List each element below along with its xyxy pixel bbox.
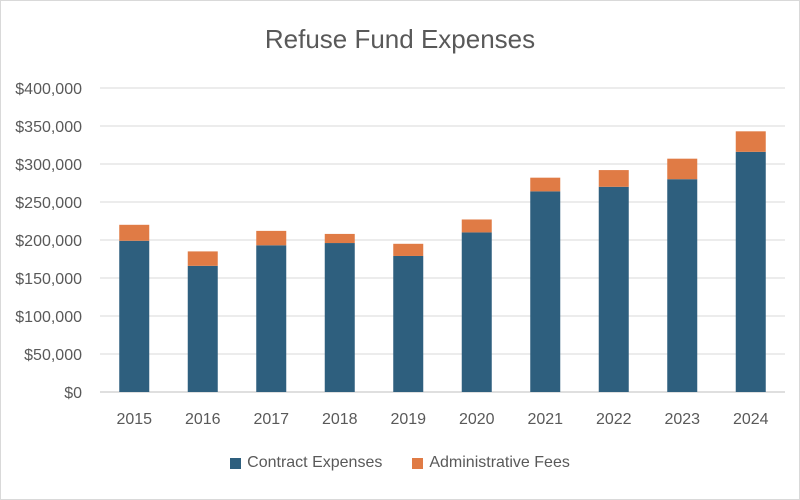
x-tick-label: 2021 — [527, 411, 563, 428]
bar-administrative-fees — [393, 243, 424, 256]
legend-label-administrative-fees: Administrative Fees — [429, 454, 570, 471]
chart-legend: Contract Expenses Administrative Fees — [0, 454, 800, 472]
y-tick-label: $0 — [64, 385, 82, 402]
x-tick-label: 2015 — [116, 411, 152, 428]
bar-administrative-fees — [187, 251, 218, 266]
bar-administrative-fees — [735, 131, 766, 152]
legend-swatch-contract-expenses — [230, 457, 242, 469]
y-tick-label: $50,000 — [24, 347, 82, 364]
bar-contract-expenses — [667, 179, 698, 392]
chart-title: Refuse Fund Expenses — [264, 24, 536, 54]
y-tick-label: $300,000 — [15, 157, 82, 174]
legend-label-contract-expenses: Contract Expenses — [247, 454, 383, 471]
bar-contract-expenses — [735, 151, 766, 392]
legend-item-administrative-fees: Administrative Fees — [412, 454, 570, 472]
bar-contract-expenses — [598, 186, 629, 392]
x-tick-label: 2020 — [459, 411, 495, 428]
bar-administrative-fees — [119, 224, 150, 241]
bar-contract-expenses — [530, 191, 561, 392]
x-tick-label: 2024 — [733, 411, 769, 428]
bar-contract-expenses — [324, 243, 355, 392]
bar-administrative-fees — [256, 230, 287, 246]
y-tick-label: $100,000 — [15, 309, 82, 326]
bar-administrative-fees — [461, 219, 492, 233]
y-tick-label: $350,000 — [15, 119, 82, 136]
y-tick-label: $200,000 — [15, 233, 82, 250]
bar-contract-expenses — [393, 255, 424, 392]
x-tick-label: 2016 — [185, 411, 221, 428]
bar-administrative-fees — [530, 177, 561, 192]
bar-contract-expenses — [461, 232, 492, 392]
x-tick-label: 2023 — [664, 411, 700, 428]
x-tick-label: 2017 — [253, 411, 289, 428]
legend-item-contract-expenses: Contract Expenses — [230, 454, 382, 472]
bar-administrative-fees — [667, 158, 698, 180]
bar-contract-expenses — [119, 240, 150, 392]
bar-administrative-fees — [598, 170, 629, 187]
y-tick-label: $250,000 — [15, 195, 82, 212]
bar-administrative-fees — [324, 233, 355, 244]
y-tick-label: $150,000 — [15, 271, 82, 288]
bar-contract-expenses — [187, 265, 218, 392]
bar-contract-expenses — [256, 245, 287, 392]
y-tick-label: $400,000 — [15, 81, 82, 98]
legend-swatch-administrative-fees — [412, 457, 424, 469]
x-tick-label: 2022 — [596, 411, 632, 428]
x-tick-label: 2019 — [390, 411, 426, 428]
x-tick-label: 2018 — [322, 411, 358, 428]
